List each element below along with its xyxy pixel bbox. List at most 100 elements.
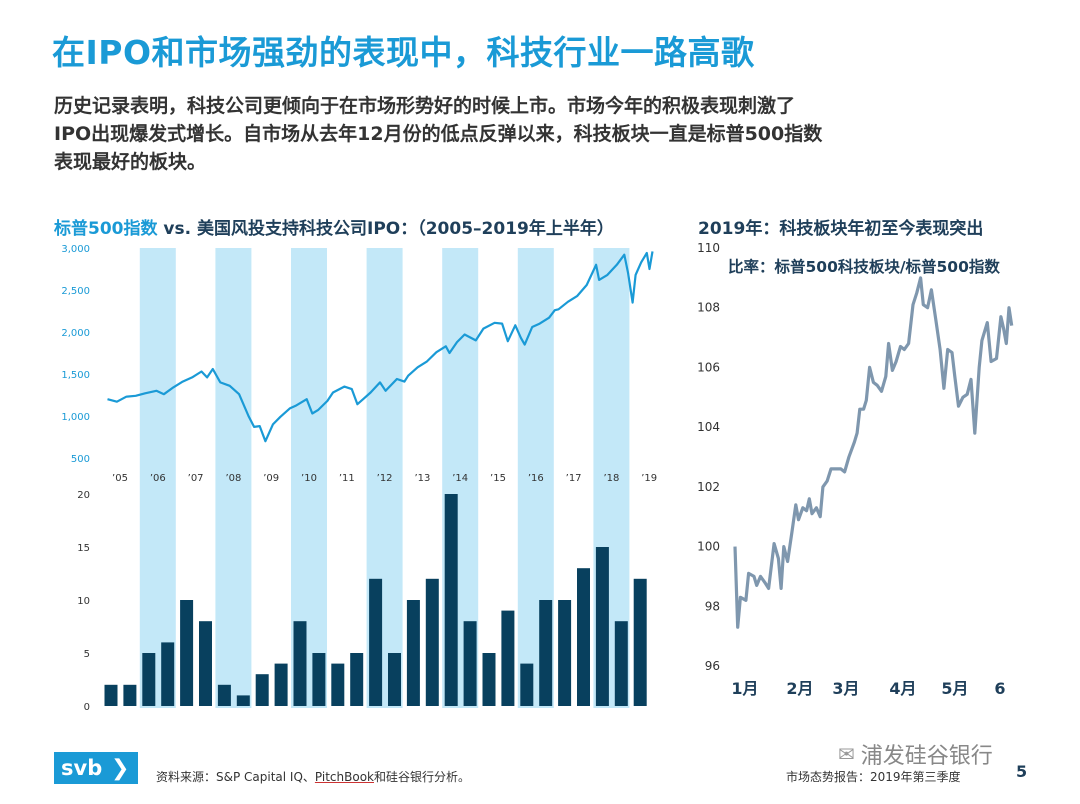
wechat-icon: ✉ <box>838 742 855 766</box>
page-title: 在IPO和市场强劲的表现中，科技行业一路高歌 <box>52 33 755 72</box>
sp500-x-tick: ’15 <box>490 473 506 484</box>
ipo-bar <box>425 578 439 706</box>
ipo-y-tick: 20 <box>77 490 90 501</box>
sp500-y-tick: 1,500 <box>61 370 90 381</box>
sp500-axis: 500 1,000 1,500 2,000 2,500 3,000 ’05 ’06 ’07 ’08… <box>61 244 657 484</box>
source-pitchbook: PitchBook <box>314 770 374 784</box>
ipo-bar <box>142 653 156 706</box>
source-suffix: 和硅谷银行分析。 <box>374 770 471 784</box>
ipo-bar <box>217 684 231 706</box>
ipo-bar <box>255 674 269 706</box>
sp500-x-tick: ’10 <box>301 473 317 484</box>
ratio-line-group <box>733 276 1014 629</box>
year-band <box>215 248 252 708</box>
sp500-x-tick: ’12 <box>377 473 393 484</box>
ratio-y-tick: 104 <box>697 420 720 434</box>
intro-text: 历史记录表明，科技公司更倾向于在市场形势好的时候上市。市场今年的积极表现刺激了 … <box>54 92 1044 176</box>
sp500-y-tick: 2,000 <box>61 328 90 339</box>
ratio-y-tick: 100 <box>697 540 720 554</box>
sp500-x-tick: ’13 <box>414 473 430 484</box>
ratio-x-tick: 3月 <box>832 679 859 698</box>
svb-logo: svb ❯ <box>54 752 138 784</box>
ipo-bar <box>123 684 137 706</box>
sp500-x-tick: ’11 <box>339 473 355 484</box>
sp500-x-tick: ’18 <box>603 473 619 484</box>
ipo-bar-axis: 0 5 10 15 20 <box>77 490 90 713</box>
ratio-note: 比率：标普500科技板块/标普500指数 <box>728 257 1000 276</box>
sp500-x-tick: ’08 <box>225 473 241 484</box>
ipo-y-tick: 5 <box>84 649 90 660</box>
ipo-bar <box>180 600 194 706</box>
sp500-x-tick: ’05 <box>112 473 128 484</box>
ipo-bar <box>501 610 515 706</box>
ipo-bar <box>614 621 628 706</box>
sp500-x-tick: ’17 <box>566 473 582 484</box>
wechat-text: 浦发硅谷银行 <box>860 744 993 769</box>
ratio-y-tick: 106 <box>697 360 720 374</box>
chevron-right-icon: ❯ <box>111 755 130 781</box>
intro-line: IPO出现爆发式增长。自市场从去年12月份的低点反弹以来，科技板块一直是标普50… <box>54 123 823 145</box>
ipo-bar <box>161 642 175 706</box>
ipo-bar <box>539 600 553 706</box>
ratio-x-tick: 6 <box>994 679 1005 698</box>
page-number: 5 <box>1016 762 1028 781</box>
left-chart-title: 标普500指数 vs. 美国风投支持科技公司IPO：（2005–2019年上半年… <box>54 214 614 239</box>
year-band <box>139 248 176 708</box>
ipo-bar <box>406 600 420 706</box>
left-chart-title-sub: vs. 美国风投支持科技公司IPO：（2005–2019年上半年） <box>157 219 614 239</box>
ratio-y-tick: 98 <box>705 599 720 613</box>
ipo-bar <box>595 547 609 706</box>
sp500-line-group <box>107 251 654 443</box>
wechat-watermark: ✉ 浦发硅谷银行 <box>838 738 993 770</box>
sp500-line <box>107 251 654 443</box>
ipo-y-tick: 15 <box>77 543 90 554</box>
ratio-y-tick: 108 <box>697 301 720 315</box>
ratio-y-tick: 96 <box>705 659 720 673</box>
left-chart-title-main: 标普500指数 <box>54 219 158 239</box>
ratio-line <box>733 276 1014 629</box>
ipo-bar <box>312 653 326 706</box>
ipo-bar <box>444 494 458 706</box>
ipo-bar <box>104 684 118 706</box>
ratio-y-tick: 102 <box>697 480 720 494</box>
ipo-bar <box>388 653 401 706</box>
sp500-y-tick: 500 <box>71 454 90 465</box>
sp500-x-tick: ’19 <box>641 473 657 484</box>
ratio-x-tick: 2月 <box>786 679 813 698</box>
ratio-axis: 96 98 100 102 104 106 108 110 1月 2月 3月 4月 5月 6 <box>697 241 1005 698</box>
ipo-bar <box>463 621 477 706</box>
report-name: 市场态势报告：2019年第三季度 <box>786 770 961 784</box>
ipo-bars <box>104 494 647 706</box>
ipo-bar <box>293 621 307 706</box>
intro-line: 历史记录表明，科技公司更倾向于在市场形势好的时候上市。市场今年的积极表现刺激了 <box>54 95 796 117</box>
ipo-bar <box>350 653 364 706</box>
ipo-bar <box>577 568 590 706</box>
sp500-y-tick: 3,000 <box>61 244 90 255</box>
sp500-x-tick: ’07 <box>188 473 204 484</box>
ratio-y-tick: 110 <box>697 241 720 255</box>
ipo-bar <box>482 653 496 706</box>
ratio-x-tick: 1月 <box>731 679 758 698</box>
sp500-x-tick: ’09 <box>263 473 279 484</box>
right-chart-title: 2019年：科技板块年初至今表现突出 <box>698 219 984 239</box>
sp500-x-tick: ’06 <box>150 473 166 484</box>
ipo-bar <box>236 695 250 706</box>
source-note: 资料来源：S&P Capital IQ、PitchBook和硅谷银行分析。 <box>156 768 470 785</box>
sp500-y-tick: 1,000 <box>61 412 90 423</box>
sp500-x-tick: ’16 <box>528 473 544 484</box>
source-prefix: 资料来源：S&P Capital IQ、 <box>156 770 315 784</box>
intro-line: 表现最好的板块。 <box>54 151 207 173</box>
ipo-bar <box>274 663 288 706</box>
sp500-y-tick: 2,500 <box>61 286 90 297</box>
svb-logo-text: svb <box>61 756 103 780</box>
ipo-bar <box>558 600 572 706</box>
ratio-x-tick: 4月 <box>889 679 916 698</box>
ipo-y-tick: 10 <box>77 596 90 607</box>
ipo-bar <box>369 578 383 706</box>
ipo-bar <box>199 621 212 706</box>
ipo-bar <box>520 663 534 706</box>
ipo-y-tick: 0 <box>84 702 90 713</box>
ipo-bar <box>331 663 345 706</box>
ipo-bar <box>633 578 647 706</box>
